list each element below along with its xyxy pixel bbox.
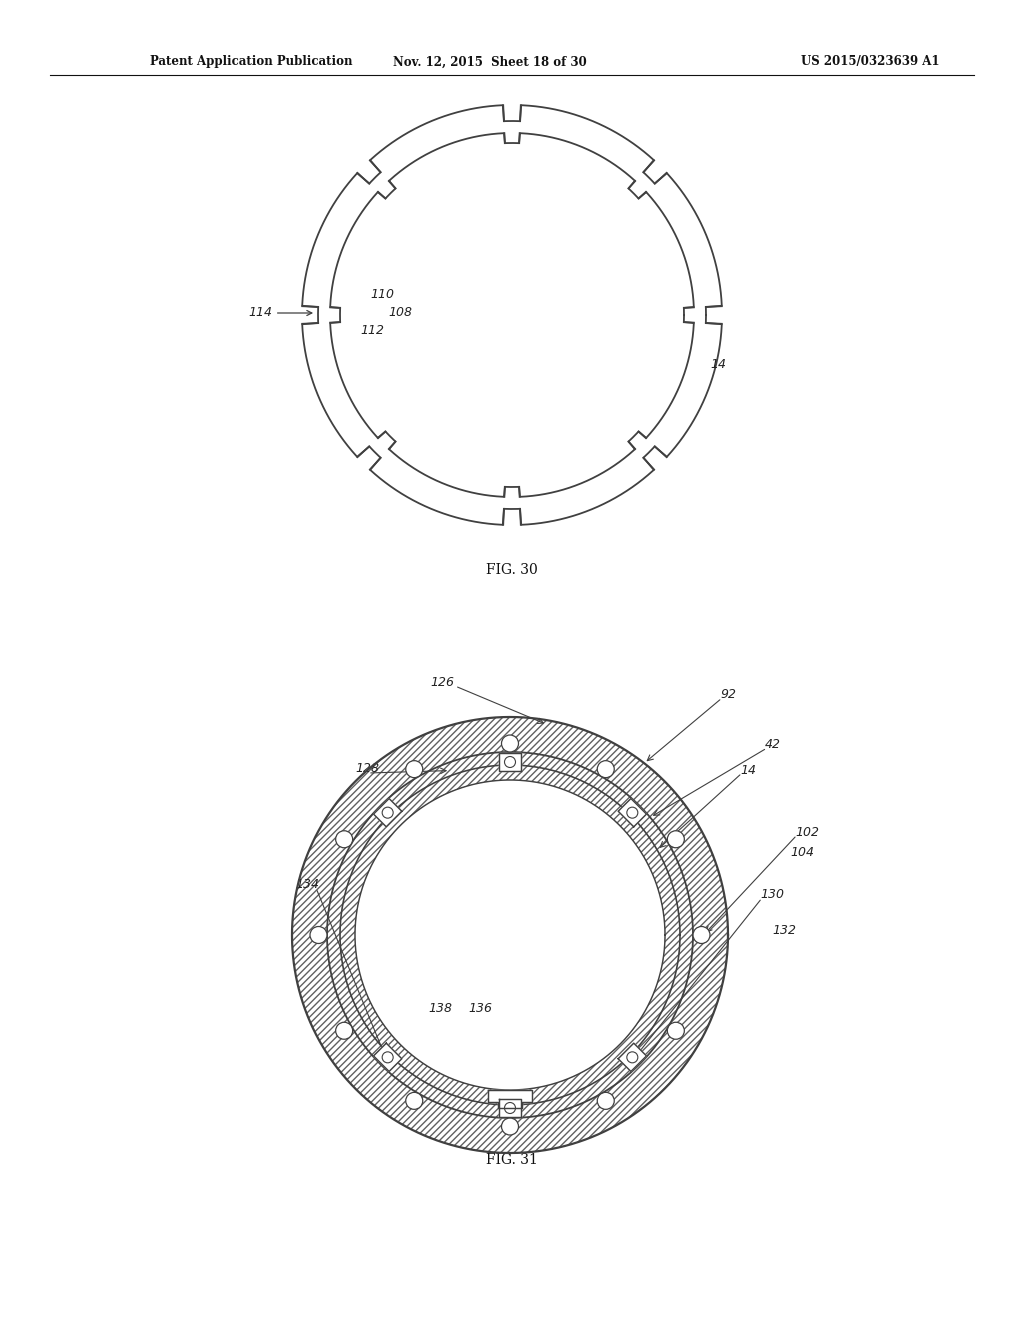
Polygon shape xyxy=(499,1100,521,1117)
Text: 114: 114 xyxy=(248,306,312,319)
Text: US 2015/0323639 A1: US 2015/0323639 A1 xyxy=(801,55,939,69)
Circle shape xyxy=(502,1118,518,1135)
Text: 92: 92 xyxy=(720,689,736,701)
Circle shape xyxy=(336,830,352,847)
Circle shape xyxy=(597,760,614,777)
Text: 108: 108 xyxy=(388,306,412,319)
Text: 110: 110 xyxy=(370,289,394,301)
Polygon shape xyxy=(618,799,646,826)
Text: 126: 126 xyxy=(430,676,454,689)
Polygon shape xyxy=(618,1043,646,1072)
Text: FIG. 30: FIG. 30 xyxy=(486,564,538,577)
Circle shape xyxy=(668,830,684,847)
Polygon shape xyxy=(488,1090,532,1107)
Circle shape xyxy=(355,780,665,1090)
Text: 132: 132 xyxy=(772,924,796,936)
Text: FIG. 31: FIG. 31 xyxy=(486,1152,538,1167)
Text: 102: 102 xyxy=(795,825,819,838)
Circle shape xyxy=(668,1022,684,1039)
Polygon shape xyxy=(374,1043,401,1072)
Polygon shape xyxy=(499,752,521,771)
Text: Patent Application Publication: Patent Application Publication xyxy=(150,55,352,69)
Text: 112: 112 xyxy=(360,323,384,337)
Text: 14: 14 xyxy=(740,763,756,776)
Circle shape xyxy=(336,1022,352,1039)
Text: Nov. 12, 2015  Sheet 18 of 30: Nov. 12, 2015 Sheet 18 of 30 xyxy=(393,55,587,69)
Text: 130: 130 xyxy=(760,888,784,902)
Circle shape xyxy=(693,927,710,944)
Circle shape xyxy=(310,927,327,944)
Text: 136: 136 xyxy=(468,1002,492,1015)
Circle shape xyxy=(502,735,518,752)
Text: 42: 42 xyxy=(765,738,781,751)
Text: 128: 128 xyxy=(355,762,379,775)
Polygon shape xyxy=(374,799,401,826)
Circle shape xyxy=(406,760,423,777)
Text: 14: 14 xyxy=(710,359,726,371)
Text: 134: 134 xyxy=(295,879,319,891)
Text: 138: 138 xyxy=(428,1002,452,1015)
Circle shape xyxy=(406,1093,423,1109)
Text: 104: 104 xyxy=(790,846,814,859)
Circle shape xyxy=(597,1093,614,1109)
